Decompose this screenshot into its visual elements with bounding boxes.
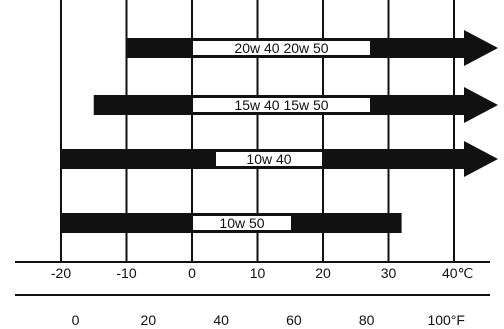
bars: 20w 40 20w 50 15w 40 15w 50 10w 40 10w 50	[61, 30, 498, 233]
fahrenheit-tick-label: 100°F	[427, 312, 465, 328]
celsius-tick-label: -20	[51, 265, 71, 281]
fahrenheit-tick-label: 20	[141, 312, 157, 328]
range-bar: 10w 40	[61, 141, 498, 177]
celsius-tick-label: 10	[250, 265, 266, 281]
bar-label: 10w 50	[219, 215, 264, 231]
celsius-tick-label: 0	[188, 265, 196, 281]
fahrenheit-tick-label: 80	[359, 312, 375, 328]
bar-label-box	[193, 216, 291, 230]
bar-label: 15w 40 15w 50	[234, 97, 328, 113]
axes: -20 -10 0 10 20 30 40℃ 0 20 40 60 80 100°F	[15, 261, 490, 328]
celsius-tick-label: -10	[116, 265, 136, 281]
celsius-tick-label: 40℃	[442, 265, 473, 281]
bar-label-box	[193, 98, 370, 112]
bar-label-box	[193, 41, 370, 55]
fahrenheit-tick-label: 60	[286, 312, 302, 328]
fahrenheit-tick-label: 40	[213, 312, 229, 328]
celsius-tick-label: 20	[315, 265, 331, 281]
bar-label-box	[216, 152, 322, 166]
celsius-tick-label: 30	[381, 265, 397, 281]
bar-label: 20w 40 20w 50	[234, 40, 328, 56]
range-bar: 20w 40 20w 50	[126, 30, 498, 66]
bar-label: 10w 40	[246, 151, 291, 167]
range-bar: 15w 40 15w 50	[93, 87, 498, 123]
fahrenheit-tick-label: 0	[72, 312, 80, 328]
range-bar: 10w 50	[61, 213, 402, 233]
